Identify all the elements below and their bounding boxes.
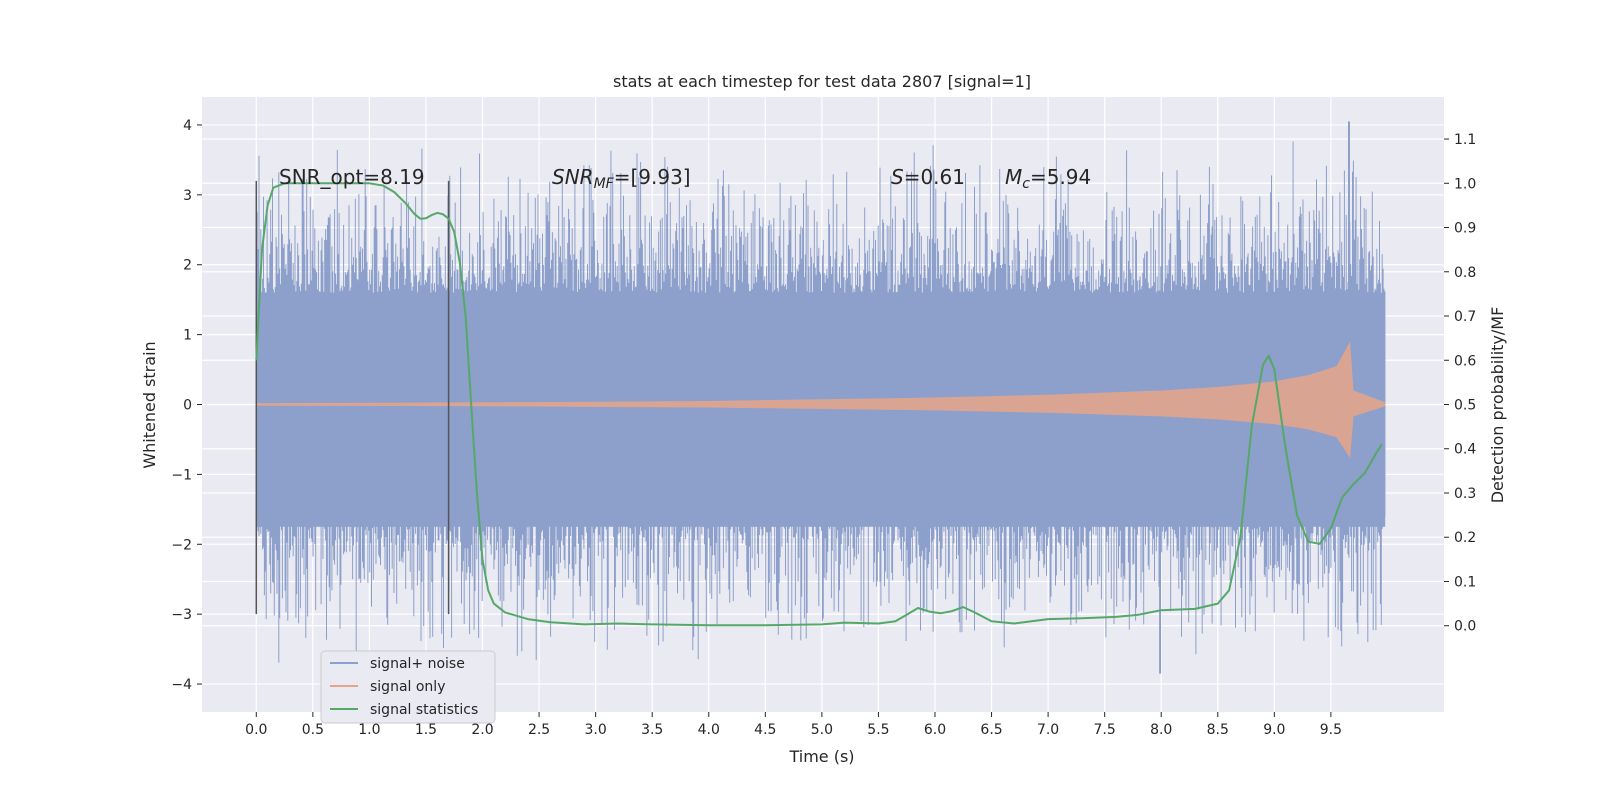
- y-right-tick-label: 1.1: [1454, 132, 1476, 148]
- y-left-tick-label: −4: [171, 677, 192, 693]
- legend-label-signal-only: signal only: [370, 679, 445, 695]
- annotation-s-symbol: S: [891, 165, 904, 189]
- annotation-s: S=0.61: [891, 165, 965, 189]
- y-axis-right-label: Detection probability/MF: [1488, 307, 1507, 504]
- y-axis-left-ticks: 4 3 2 1 0 −1 −2 −3 −4: [171, 118, 202, 693]
- x-tick-label: 4.0: [698, 722, 720, 738]
- x-tick-label: 9.5: [1320, 722, 1342, 738]
- y-left-tick-label: −1: [171, 467, 192, 483]
- signal-statistics-line: [255, 182, 1383, 627]
- annotation-mc: Mc=5.94: [1005, 165, 1091, 192]
- x-axis-label: Time (s): [788, 747, 854, 766]
- y-right-tick-label: 0.4: [1454, 442, 1476, 458]
- annotation-snr-mf-symbol: SNR: [552, 165, 594, 189]
- annotation-mc-subscript: c: [1022, 176, 1030, 192]
- signal-envelope: [256, 341, 1386, 458]
- y-right-tick-label: 1.0: [1454, 176, 1476, 192]
- x-tick-label: 0.5: [302, 722, 324, 738]
- legend-label-signal-statistics: signal statistics: [370, 702, 478, 718]
- series-signal-only: [256, 341, 1386, 458]
- x-tick-label: 3.5: [641, 722, 663, 738]
- x-tick-label: 1.0: [358, 722, 380, 738]
- y-right-tick-label: 0.1: [1454, 574, 1476, 590]
- y-left-tick-label: 0: [183, 398, 192, 414]
- y-right-tick-label: 0.5: [1454, 398, 1476, 414]
- legend: signal+ noise signal only signal statist…: [320, 650, 496, 724]
- annotation-mc-value: =5.94: [1030, 165, 1091, 189]
- y-right-tick-label: 0.6: [1454, 353, 1476, 369]
- x-tick-label: 8.5: [1207, 722, 1229, 738]
- y-right-tick-label: 0.3: [1454, 486, 1476, 502]
- chart-title: stats at each timestep for test data 280…: [613, 72, 1031, 91]
- legend-box: [320, 650, 496, 724]
- x-tick-label: 0.0: [245, 722, 267, 738]
- legend-label-signal-plus-noise: signal+ noise: [370, 656, 465, 672]
- y-left-tick-label: −3: [171, 607, 192, 623]
- y-left-tick-label: 4: [183, 118, 192, 134]
- annotation-snr-mf: SNRMF=[9.93]: [552, 165, 691, 192]
- x-tick-label: 4.5: [754, 722, 776, 738]
- y-axis-left-label: Whitened strain: [140, 341, 159, 468]
- x-tick-label: 2.0: [471, 722, 493, 738]
- x-tick-label: 2.5: [528, 722, 550, 738]
- y-right-tick-label: 0.0: [1454, 619, 1476, 635]
- y-left-tick-label: 2: [183, 258, 192, 274]
- x-tick-label: 1.5: [415, 722, 437, 738]
- annotation-snr-opt: SNR_opt=8.19: [279, 165, 425, 189]
- x-tick-label: 8.0: [1150, 722, 1172, 738]
- series-signal-plus-noise: [255, 121, 1386, 674]
- x-tick-label: 3.0: [585, 722, 607, 738]
- y-axis-right-ticks: 1.1 1.0 0.9 0.8 0.7 0.6 0.5 0.4 0.3 0.2 0.1 0.0: [1444, 132, 1476, 635]
- x-tick-label: 6.5: [980, 722, 1002, 738]
- x-tick-label: 7.0: [1037, 722, 1059, 738]
- x-tick-label: 9.0: [1263, 722, 1285, 738]
- x-tick-label: 5.0: [811, 722, 833, 738]
- y-right-tick-label: 0.2: [1454, 530, 1476, 546]
- x-axis-ticks: 0.0 0.5 1.0 1.5 2.0 2.5 3.0 3.5 4.0 4.5 5.0 5.5 6.0 6…: [245, 712, 1342, 738]
- noise-core: [256, 313, 1386, 527]
- annotation-s-value: =0.61: [904, 165, 965, 189]
- annotation-snr-mf-subscript: MF: [594, 176, 615, 192]
- y-right-tick-label: 0.9: [1454, 221, 1476, 237]
- vertical-markers: [255, 180, 450, 615]
- annotation-mc-symbol: M: [1005, 165, 1022, 189]
- y-right-tick-label: 0.8: [1454, 265, 1476, 281]
- annotation-snr-mf-value: =[9.93]: [614, 165, 691, 189]
- y-left-tick-label: 3: [183, 188, 192, 204]
- y-right-tick-label: 0.7: [1454, 309, 1476, 325]
- x-tick-label: 6.0: [924, 722, 946, 738]
- y-left-tick-label: −2: [171, 537, 192, 553]
- series-signal-statistics: [255, 182, 1383, 627]
- x-tick-label: 7.5: [1094, 722, 1116, 738]
- x-tick-label: 5.5: [867, 722, 889, 738]
- y-left-tick-label: 1: [183, 328, 192, 344]
